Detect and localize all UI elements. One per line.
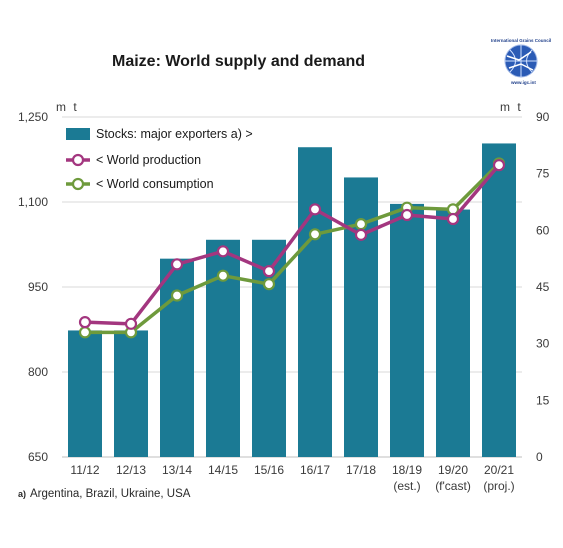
logo-url-text: www.igc.int	[510, 80, 536, 85]
globe-icon	[504, 44, 538, 78]
right-axis-tick-label: 45	[536, 280, 550, 294]
legend-label-production: < World production	[96, 153, 201, 167]
left-axis-tick-label: 1,250	[18, 110, 48, 124]
x-tick-label: 14/15	[208, 463, 238, 477]
point-consumption	[354, 218, 368, 231]
igc-logo: International Grains Council www.igc.int	[491, 38, 551, 85]
x-tick-sublabel: (est.)	[393, 479, 420, 493]
line-consumption	[85, 162, 501, 335]
line-production	[84, 164, 501, 326]
right-axis-tick-label: 0	[536, 450, 543, 464]
point-production	[170, 258, 184, 271]
right-axis-tick-label: 90	[536, 110, 550, 124]
x-tick-label: 19/20	[438, 463, 468, 477]
chart-title: Maize: World supply and demand	[112, 53, 365, 70]
left-axis-tick-label: 800	[28, 365, 48, 379]
left-axis-unit: m t	[56, 100, 79, 114]
x-tick-label: 11/12	[70, 463, 99, 477]
point-production	[308, 203, 322, 216]
legend-label-stocks: Stocks: major exporters a) >	[96, 127, 253, 141]
bar-stocks	[436, 209, 470, 457]
point-consumption	[308, 228, 322, 241]
right-axis-tick-label: 60	[536, 223, 550, 237]
point-consumption	[262, 278, 276, 291]
bar-stocks	[114, 330, 148, 457]
x-tick-sublabel: (f'cast)	[435, 479, 471, 493]
stock-bars	[68, 143, 516, 457]
legend-label-consumption: < World consumption	[96, 177, 214, 191]
left-axis-tick-label: 650	[28, 450, 48, 464]
bar-stocks	[160, 258, 194, 457]
left-axis-tick-label: 950	[28, 280, 48, 294]
left-axis-ticks: 650 800 950 1,100 1,250	[18, 110, 48, 464]
series-lines	[78, 157, 506, 339]
point-production	[446, 212, 460, 226]
bar-stocks	[298, 147, 332, 457]
legend: Stocks: major exporters a) > < World prod…	[66, 127, 253, 191]
bar-stocks	[390, 203, 424, 457]
footnote-marker: a)	[18, 489, 26, 499]
logo-org-text: International Grains Council	[491, 38, 551, 43]
footnote-text: Argentina, Brazil, Ukraine, USA	[30, 488, 191, 500]
x-tick-label: 16/17	[300, 463, 330, 477]
footnote: a) Argentina, Brazil, Ukraine, USA	[18, 488, 191, 500]
legend-swatch-marker	[71, 177, 85, 191]
legend-swatch-marker	[71, 153, 85, 167]
bar-stocks	[68, 330, 102, 457]
right-axis-tick-label: 15	[536, 393, 550, 407]
x-tick-label: 12/13	[116, 463, 146, 477]
x-tick-label: 20/21	[484, 463, 514, 477]
x-tick-label: 15/16	[254, 463, 284, 477]
x-axis-ticks: 11/12 12/13 13/14 14/15 15/16 16/17 17/18 18/19…	[70, 463, 514, 493]
x-tick-label: 17/18	[346, 463, 376, 477]
right-axis-tick-label: 30	[536, 337, 550, 351]
right-axis-unit: m t	[500, 100, 523, 114]
left-axis-tick-label: 1,100	[18, 195, 48, 209]
point-production	[492, 159, 506, 172]
point-production	[400, 208, 414, 222]
point-production	[124, 317, 138, 330]
point-production	[216, 245, 230, 258]
point-consumption	[170, 289, 184, 302]
legend-swatch-stocks	[66, 128, 90, 140]
right-axis-ticks: 0 15 30 45 60 75 90	[536, 110, 550, 464]
point-production	[262, 265, 276, 278]
point-consumption	[216, 269, 230, 282]
bar-stocks	[482, 143, 516, 457]
x-tick-label: 18/19	[392, 463, 422, 477]
point-production	[78, 316, 92, 329]
x-tick-sublabel: (proj.)	[483, 479, 514, 493]
point-production	[354, 228, 368, 241]
point-consumption	[78, 326, 92, 339]
right-axis-tick-label: 75	[536, 167, 550, 181]
x-tick-label: 13/14	[162, 463, 192, 477]
